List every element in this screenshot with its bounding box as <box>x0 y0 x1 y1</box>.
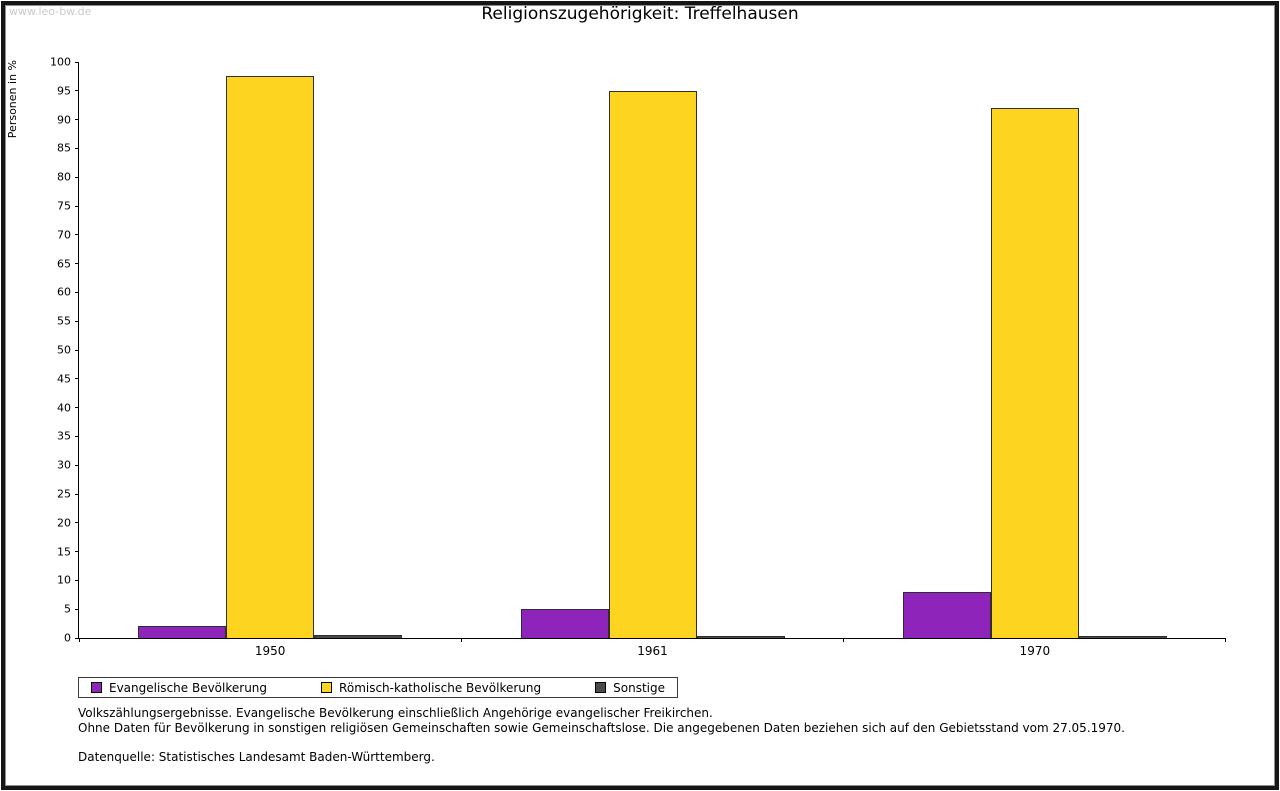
y-tick-label: 95 <box>57 84 71 98</box>
y-tick-mark <box>75 435 79 437</box>
y-tick-label: 90 <box>57 113 71 127</box>
y-tick-label: 100 <box>50 55 71 69</box>
y-tick-label: 50 <box>57 343 71 357</box>
y-tick-label: 55 <box>57 314 71 328</box>
y-tick-label: 20 <box>57 516 71 530</box>
y-tick-label: 5 <box>64 602 71 616</box>
x-axis-label: 1970 <box>1019 644 1051 658</box>
bar-evangelische-bev-lkerung-1961 <box>520 609 609 638</box>
y-tick-label: 0 <box>64 631 71 645</box>
y-tick-mark <box>75 464 79 466</box>
legend-item-evangelische-bev-lkerung: Evangelische Bevölkerung <box>91 681 267 695</box>
bar-r-misch-katholische-bev-lkerung-1970 <box>990 108 1079 638</box>
y-tick-label: 60 <box>57 285 71 299</box>
bar-evangelische-bev-lkerung-1950 <box>138 626 227 638</box>
legend-label: Sonstige <box>613 680 665 695</box>
footnotes: Volkszählungsergebnisse. Evangelische Be… <box>78 706 1125 736</box>
y-tick-mark <box>75 291 79 293</box>
x-tick-mark <box>79 638 80 642</box>
x-tick-mark <box>460 638 462 642</box>
y-tick-mark <box>75 407 79 409</box>
y-tick-label: 10 <box>57 573 71 587</box>
legend: Evangelische Bevölkerung Römisch-katholis… <box>78 677 678 698</box>
y-axis-label: Personen in % <box>6 60 19 139</box>
legend-label: Evangelische Bevölkerung <box>109 680 268 695</box>
legend-label: Römisch-katholische Bevölkerung <box>339 680 542 695</box>
legend-item-sonstige: Sonstige <box>595 681 665 695</box>
footnote-line-1: Volkszählungsergebnisse. Evangelische Be… <box>78 706 713 720</box>
y-tick-mark <box>75 263 79 265</box>
chart-title: Religionszugehörigkeit: Treffelhausen <box>481 4 799 24</box>
y-tick-mark <box>75 176 79 178</box>
y-tick-mark <box>75 493 79 495</box>
bar-r-misch-katholische-bev-lkerung-1961 <box>608 90 697 638</box>
y-tick-mark <box>75 378 79 380</box>
y-tick-label: 25 <box>57 487 71 501</box>
legend-item-r-misch-katholische-bev-lkerung: Römisch-katholische Bevölkerung <box>321 681 541 695</box>
y-tick-label: 30 <box>57 458 71 472</box>
y-tick-label: 75 <box>57 199 71 213</box>
y-tick-label: 45 <box>57 372 71 386</box>
legend-swatch-sonstige <box>595 682 607 693</box>
y-tick-mark <box>75 349 79 351</box>
y-tick-mark <box>75 320 79 322</box>
y-tick-mark <box>75 147 79 149</box>
y-tick-label: 15 <box>57 545 71 559</box>
x-axis-label: 1950 <box>254 644 286 658</box>
watermark: www.leo-bw.de <box>9 5 92 18</box>
legend-swatch-r-misch-katholische-bev-lkerung <box>321 682 333 693</box>
x-axis-label: 1961 <box>637 644 668 658</box>
x-tick-mark <box>1225 638 1226 642</box>
y-tick-mark <box>75 205 79 207</box>
y-tick-label: 65 <box>57 257 71 271</box>
bar-r-misch-katholische-bev-lkerung-1950 <box>226 76 315 638</box>
data-source-note: Datenquelle: Statistisches Landesamt Bad… <box>78 750 435 764</box>
bar-sonstige-1950 <box>314 635 403 638</box>
y-tick-mark <box>75 90 79 92</box>
y-tick-mark <box>75 522 79 524</box>
bar-sonstige-1961 <box>696 636 785 638</box>
footnote-line-2: Ohne Daten für Bevölkerung in sonstigen … <box>78 721 1125 735</box>
y-tick-label: 35 <box>57 429 71 443</box>
y-tick-mark <box>75 234 79 236</box>
bar-sonstige-1970 <box>1078 636 1167 638</box>
y-tick-label: 80 <box>57 170 71 184</box>
y-tick-label: 70 <box>57 228 71 242</box>
y-tick-mark <box>75 608 79 610</box>
y-tick-label: 85 <box>57 141 71 155</box>
y-tick-mark <box>75 61 79 63</box>
bar-evangelische-bev-lkerung-1970 <box>902 591 991 638</box>
legend-swatch-evangelische-bev-lkerung <box>91 682 102 693</box>
y-tick-mark <box>75 579 79 581</box>
y-tick-label: 40 <box>57 401 71 415</box>
plot-area: 0 5 10 15 20 25 30 35 40 45 50 55 60 65 70 75 80 85 90 95 10… <box>50 56 1226 658</box>
y-tick-mark <box>75 637 79 639</box>
x-tick-mark <box>843 638 845 642</box>
y-tick-mark <box>75 119 79 121</box>
y-tick-mark <box>75 551 79 553</box>
